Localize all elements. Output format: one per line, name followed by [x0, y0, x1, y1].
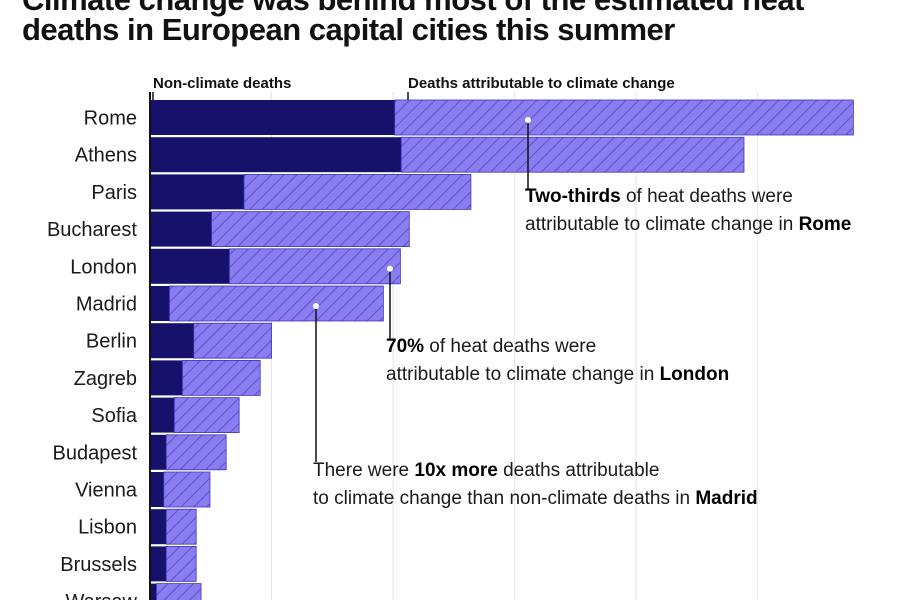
category-label-madrid: Madrid	[76, 294, 137, 316]
category-label-london: London	[70, 256, 137, 278]
category-label-vienna: Vienna	[75, 480, 138, 502]
bar-climate-lisbon	[165, 508, 197, 545]
category-label-lisbon: Lisbon	[78, 517, 137, 539]
bar-climate-budapest	[165, 434, 227, 471]
category-label-sofia: Sofia	[91, 405, 137, 427]
bar-non-climate-paris	[150, 174, 244, 210]
bar-non-climate-bucharest	[150, 211, 212, 247]
bar-climate-brussels	[165, 546, 197, 582]
bar-non-climate-zagreb	[150, 360, 183, 396]
bar-climate-rome	[394, 99, 854, 136]
category-label-berlin: Berlin	[86, 331, 137, 353]
annotation-london: 70% of heat deaths were attributable to c…	[386, 336, 730, 385]
category-label-athens: Athens	[75, 145, 137, 167]
bar-non-climate-sofia	[150, 397, 175, 433]
bar-climate-paris	[243, 173, 472, 210]
category-label-budapest: Budapest	[52, 442, 137, 464]
bar-climate-madrid	[169, 285, 384, 322]
bar-climate-zagreb	[182, 359, 261, 396]
legend-climate-change-deaths: Deaths attributable to climate change	[408, 75, 675, 92]
category-label-bucharest: Bucharest	[47, 219, 137, 241]
annotation-dot-london	[387, 265, 393, 272]
chart-title-line-2: deaths in European capital cities this s…	[22, 12, 675, 47]
category-label-zagreb: Zagreb	[74, 368, 137, 390]
category-label-paris: Paris	[91, 182, 137, 204]
annotation-dot-madrid	[313, 303, 319, 309]
bar-climate-bucharest	[211, 211, 410, 248]
bar-climate-sofia	[173, 397, 240, 434]
annotation-madrid: There were 10x more deaths attributable t…	[313, 460, 758, 509]
bar-climate-athens	[400, 136, 745, 173]
annotation-rome: Two-thirds of heat deaths were attributab…	[525, 186, 852, 235]
category-label-rome: Rome	[84, 108, 137, 130]
bar-non-climate-warsaw	[150, 583, 157, 600]
bar-climate-london	[229, 248, 401, 285]
bar-non-climate-brussels	[150, 546, 167, 582]
bar-non-climate-athens	[150, 137, 402, 173]
category-label-brussels: Brussels	[60, 554, 137, 576]
bar-non-climate-budapest	[150, 434, 167, 470]
bar-non-climate-london	[150, 248, 230, 284]
bar-non-climate-madrid	[150, 286, 170, 321]
bar-non-climate-rome	[150, 100, 395, 135]
bar-climate-warsaw	[156, 583, 202, 600]
category-label-warsaw: Warsaw	[66, 591, 138, 600]
bar-climate-berlin	[193, 322, 272, 359]
annotation-dot-rome	[525, 117, 531, 123]
bar-non-climate-lisbon	[150, 509, 167, 545]
bar-climate-vienna	[163, 471, 211, 508]
bar-non-climate-vienna	[150, 472, 164, 507]
bar-non-climate-berlin	[150, 323, 194, 359]
legend-non-climate-deaths: Non-climate deaths	[153, 75, 291, 92]
chart-title-line-1: Climate change was behind most of the es…	[22, 0, 804, 15]
